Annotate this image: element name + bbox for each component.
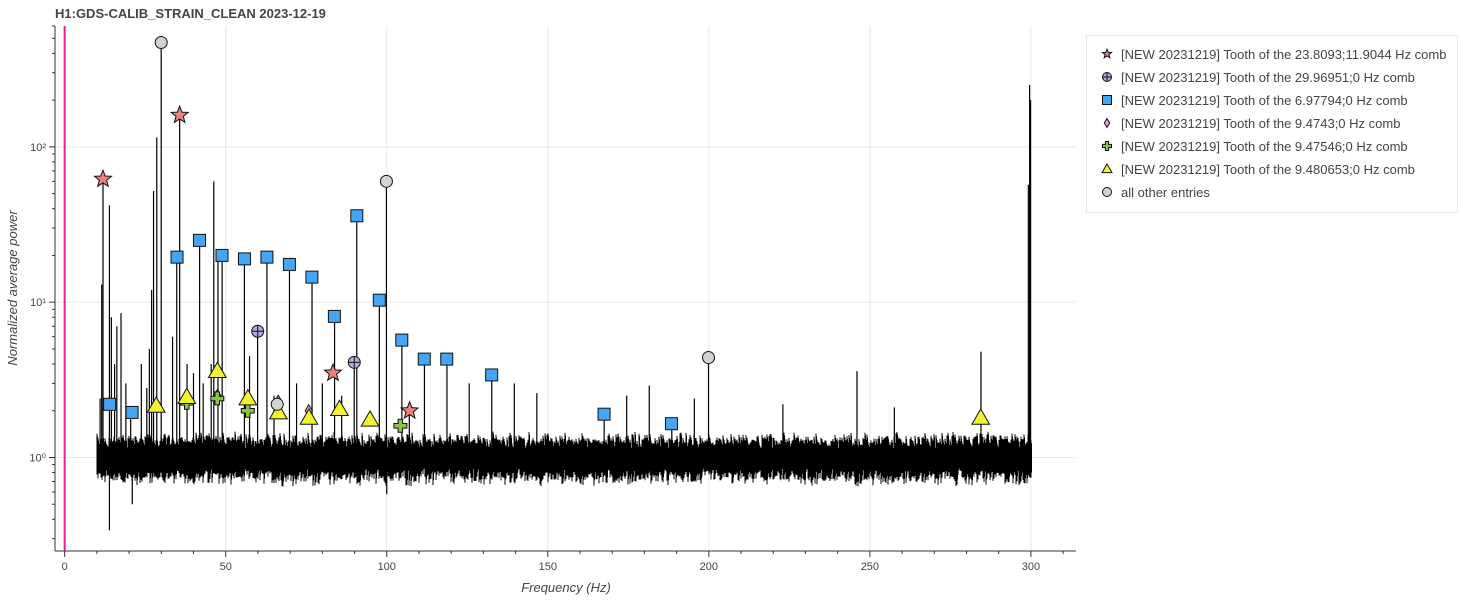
series-4-point	[210, 391, 225, 406]
legend-glyph	[1102, 141, 1112, 151]
spectrum-layer	[63, 26, 1032, 551]
legend: [NEW 20231219] Tooth of the 23.8093;11.9…	[1086, 35, 1458, 213]
series-2-point	[327, 309, 341, 323]
series-6-point	[270, 397, 284, 411]
y-tick-label: 10¹	[30, 297, 46, 309]
legend-glyph	[1102, 95, 1112, 105]
x-tick-label: 250	[861, 561, 879, 573]
axis-layer: 0 50 100 150 200 250 300 10⁰ 10¹ 10²	[29, 25, 1076, 573]
legend-item[interactable]: all other entries	[1087, 182, 1457, 205]
series-6-point	[379, 174, 393, 188]
legend-item[interactable]: [NEW 20231219] Tooth of the 29.96951;0 H…	[1087, 67, 1457, 90]
series-2-point	[395, 333, 409, 347]
chart-title: H1:GDS-CALIB_STRAIN_CLEAN 2023-12-19	[55, 6, 326, 21]
series-5-point	[146, 396, 166, 413]
x-tick-label: 50	[220, 561, 232, 573]
series-2-point	[440, 352, 454, 366]
legend-glyph	[1101, 47, 1113, 59]
x-tick-label: 150	[539, 561, 557, 573]
series-4-point	[240, 403, 255, 418]
series-6-point	[702, 351, 716, 365]
series-5-point	[299, 408, 319, 425]
series-5-point	[329, 399, 350, 416]
series-2-point	[282, 257, 296, 271]
marker-layer	[93, 35, 991, 433]
series-5-point	[207, 361, 227, 378]
legend-item-label: [NEW 20231219] Tooth of the 6.97794;0 Hz…	[1121, 93, 1408, 108]
legend-glyph	[1102, 187, 1112, 197]
legend-item[interactable]: [NEW 20231219] Tooth of the 23.8093;11.9…	[1087, 44, 1457, 67]
series-2-point	[372, 293, 386, 307]
legend-item-label: [NEW 20231219] Tooth of the 9.480653;0 H…	[1121, 162, 1415, 177]
legend-marker-icon	[1102, 187, 1112, 197]
series-5-point	[268, 402, 289, 420]
series-2-point	[170, 250, 184, 264]
legend-glyph	[1103, 117, 1111, 129]
legend-item-label: all other entries	[1121, 185, 1210, 200]
spectrum-noise-floor	[96, 431, 1032, 487]
legend-item[interactable]: [NEW 20231219] Tooth of the 9.480653;0 H…	[1087, 159, 1457, 182]
series-2-point	[597, 407, 611, 421]
series-5-point	[971, 408, 991, 425]
legend-marker-icon	[1101, 47, 1113, 59]
legend-item-label: [NEW 20231219] Tooth of the 9.47546;0 Hz…	[1121, 139, 1408, 154]
series-2-point	[350, 209, 364, 223]
x-tick-label: 200	[700, 561, 718, 573]
legend-glyph	[1101, 163, 1113, 174]
x-tick-label: 300	[1022, 561, 1040, 573]
legend-item[interactable]: [NEW 20231219] Tooth of the 6.97794;0 Hz…	[1087, 90, 1457, 113]
legend-item[interactable]: [NEW 20231219] Tooth of the 9.47546;0 Hz…	[1087, 136, 1457, 159]
x-axis-label: Frequency (Hz)	[521, 580, 611, 595]
legend-glyph	[1102, 72, 1112, 82]
legend-item[interactable]: [NEW 20231219] Tooth of the 9.4743;0 Hz …	[1087, 113, 1457, 136]
legend-marker-icon	[1102, 95, 1112, 105]
series-2-point	[237, 252, 251, 266]
legend-item-label: [NEW 20231219] Tooth of the 23.8093;11.9…	[1121, 47, 1447, 62]
series-1-point	[347, 355, 361, 369]
series-0-point	[399, 400, 420, 420]
series-0-point	[93, 168, 113, 188]
series-0-point	[323, 362, 343, 382]
series-5-point	[177, 387, 197, 404]
series-6-point	[154, 35, 168, 49]
series-2-point	[103, 397, 117, 411]
series-5-point	[238, 388, 258, 406]
series-4-point	[393, 418, 408, 433]
legend-item-label: [NEW 20231219] Tooth of the 29.96951;0 H…	[1121, 70, 1415, 85]
series-2-point	[485, 368, 499, 382]
y-axis-label: Normalized average power	[5, 210, 20, 366]
series-2-point	[305, 270, 319, 284]
series-5-point	[360, 409, 380, 427]
legend-item-label: [NEW 20231219] Tooth of the 9.4743;0 Hz …	[1121, 116, 1401, 131]
legend-marker-icon	[1103, 117, 1111, 129]
x-tick-label: 0	[62, 561, 68, 573]
y-tick-label: 10⁰	[29, 452, 46, 464]
series-2-point	[125, 405, 139, 419]
x-tick-label: 100	[378, 561, 396, 573]
legend-marker-icon	[1101, 163, 1113, 174]
series-2-point	[193, 233, 207, 247]
series-2-point	[664, 417, 678, 431]
series-0-point	[169, 104, 190, 124]
series-2-point	[417, 352, 431, 366]
series-1-point	[251, 324, 265, 338]
legend-marker-icon	[1102, 141, 1112, 151]
series-2-point	[215, 248, 229, 262]
y-tick-label: 10²	[30, 142, 46, 154]
legend-marker-icon	[1102, 72, 1112, 82]
series-2-point	[260, 250, 274, 264]
